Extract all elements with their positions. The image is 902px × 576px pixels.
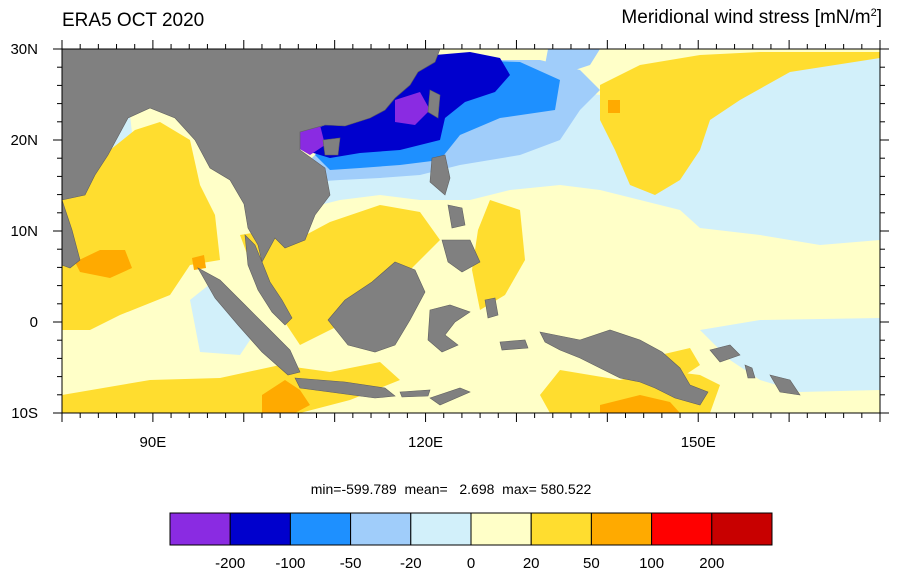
colorbar-label: 20: [523, 555, 540, 572]
land-halmahera: [484, 297, 499, 319]
land-solomon-islands: [769, 374, 801, 396]
land-malay-peninsula: [244, 234, 293, 326]
colorbar-label: -20: [400, 555, 422, 572]
title-right-text: Meridional wind stress [mN/m: [621, 7, 871, 28]
land-asia-mainland: [62, 49, 441, 263]
axis-ticks: [53, 40, 889, 422]
title-right-suffix: ]: [876, 7, 882, 28]
land-lesser-sunda: [399, 389, 431, 398]
colorbar-swatch: [169, 512, 231, 546]
land-new-britain: [709, 344, 741, 363]
map-title-right: Meridional wind stress [mN/m2]: [621, 7, 882, 29]
colorbar-swatch: [470, 512, 532, 546]
land-luzon: [429, 154, 451, 196]
land-sulawesi: [427, 304, 471, 353]
longitude-labels: 90E 120E 150E: [140, 434, 716, 451]
land-hainan: [322, 137, 341, 156]
field-region: [870, 122, 880, 145]
field-region: [700, 318, 880, 392]
lon-tick-label: 120E: [408, 434, 443, 451]
field-region: [75, 250, 132, 278]
field-region: [298, 125, 325, 155]
field-region: [62, 362, 400, 413]
lat-tick-label: 10N: [10, 223, 38, 240]
field-region: [192, 255, 206, 270]
map-title-left: ERA5 OCT 2020: [62, 10, 205, 31]
land-borneo: [327, 261, 426, 353]
land-visayas: [447, 204, 466, 229]
field-region: [600, 395, 680, 413]
map-plot-area: [62, 49, 880, 413]
stats-summary: min=-599.789 mean= 2.698 max= 580.522: [310, 481, 592, 497]
lat-tick-label: 30N: [10, 41, 38, 58]
lat-tick-label: 20N: [10, 132, 38, 149]
field-region: [472, 200, 525, 310]
land-sumatra: [197, 267, 301, 376]
field-region: [262, 380, 310, 413]
latitude-labels: 30N 20N 10N 0 10S: [10, 41, 38, 422]
colorbar-label: -200: [215, 555, 245, 572]
colorbar-swatch: [711, 512, 773, 546]
land-masses: [62, 49, 801, 406]
field-region: [395, 92, 430, 125]
land-mindanao: [441, 239, 481, 273]
colorbar: -200 -100 -50 -20 0 20 50 100 200: [169, 512, 773, 572]
land-new-guinea: [539, 329, 709, 406]
lat-tick-label: 0: [30, 314, 38, 331]
title-right-superscript: 2: [870, 7, 877, 19]
land-seram: [499, 339, 529, 351]
colorbar-swatch: [289, 512, 352, 546]
lon-tick-label: 90E: [140, 434, 167, 451]
lon-tick-label: 150E: [681, 434, 716, 451]
land-timor: [429, 387, 471, 406]
colorbar-label: -100: [275, 555, 305, 572]
colorbar-swatch: [590, 512, 653, 546]
field-region: [545, 49, 600, 75]
colorbar-swatch: [410, 512, 472, 546]
colorbar-label: 100: [639, 555, 664, 572]
lat-tick-label: 10S: [11, 405, 38, 422]
field-region: [608, 100, 620, 113]
colorbar-label: 200: [699, 555, 724, 572]
colorbar-swatch: [350, 512, 412, 546]
land-bougainville: [744, 364, 756, 379]
land-java: [294, 377, 396, 399]
colorbar-swatch: [651, 512, 713, 546]
land-india-tip: [62, 199, 81, 269]
colorbar-swatch: [229, 512, 291, 546]
field-region: [62, 122, 220, 330]
colorbar-label: 0: [467, 555, 475, 572]
colorbar-swatch: [530, 512, 592, 546]
field-region: [600, 52, 880, 195]
colorbar-label: -50: [340, 555, 362, 572]
land-taiwan: [427, 89, 441, 119]
colorbar-label: 50: [583, 555, 600, 572]
